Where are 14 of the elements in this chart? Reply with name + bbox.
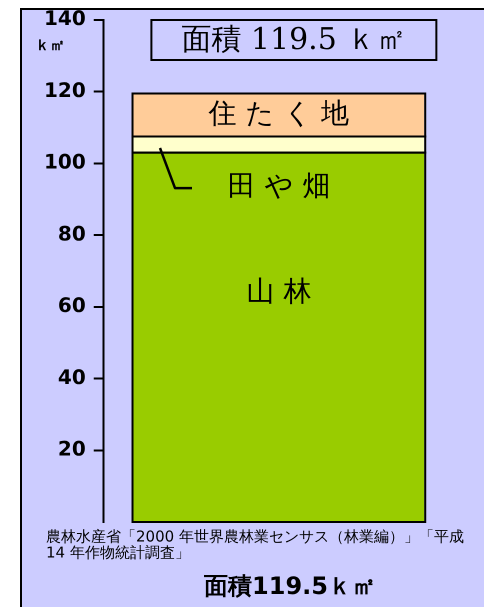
y-tick-label: 120 xyxy=(44,78,86,102)
series-label: 山 林 xyxy=(246,274,312,308)
y-tick-label: 100 xyxy=(44,150,86,174)
y-tick-label: 20 xyxy=(58,436,86,460)
y-tick-label: 40 xyxy=(58,364,86,389)
y-tick-label: 60 xyxy=(58,293,86,318)
y-tick-label: 80 xyxy=(58,221,86,246)
x-axis-title: 面積119.5ｋ㎡ xyxy=(203,572,376,600)
text: 農林水産省「2000 年世界農林業センサス（林業編）」「平成 14 年作物統計調査」 xyxy=(46,527,469,562)
series-label: 田 や 畑 xyxy=(227,168,330,202)
series-label: 住 た く 地 xyxy=(208,96,350,130)
y-tick-label: 140 xyxy=(44,6,86,30)
chart-title: 面積 119.5 ｋ㎡ xyxy=(181,22,406,57)
y-axis-title: ｋ㎡ xyxy=(35,36,65,54)
